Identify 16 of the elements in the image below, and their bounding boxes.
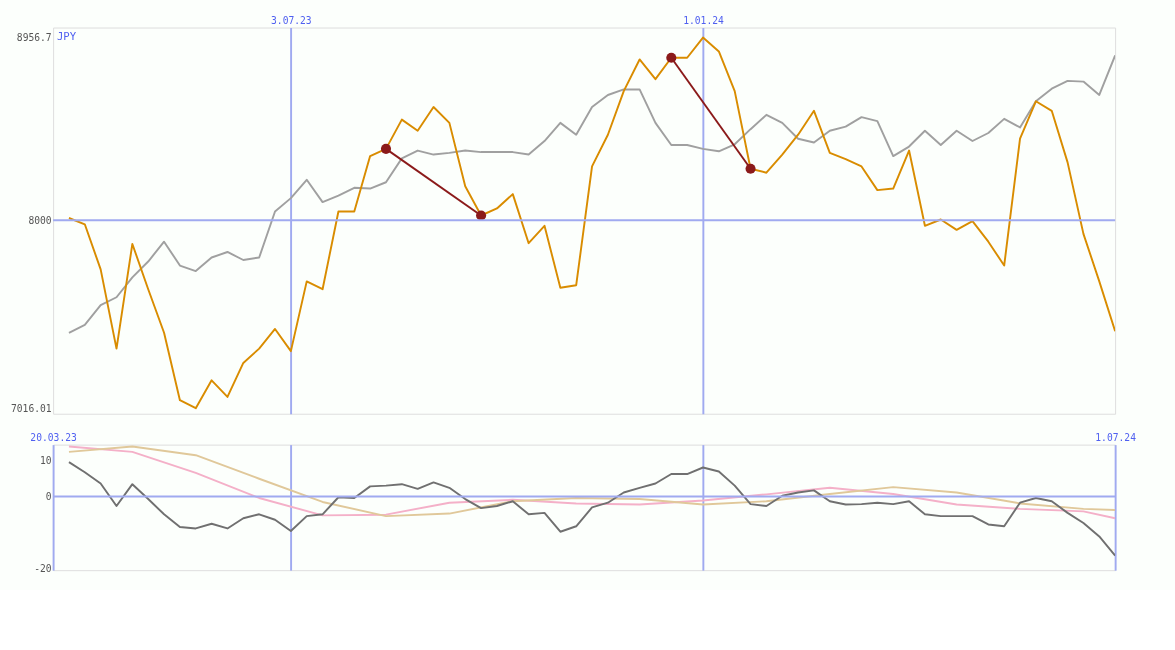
y-tick-label: -20 — [34, 563, 52, 575]
y-tick-label: 7016.01 — [11, 402, 52, 414]
x-tick-label: 20.03.23 — [30, 432, 77, 444]
line-series — [67, 54, 1116, 334]
point — [666, 52, 677, 63]
y-tick-label: 10 — [40, 454, 52, 466]
y-tick-label: 8956.7 — [16, 31, 52, 43]
y-axis-title: JPY — [56, 30, 77, 44]
x-tick-label: 1.01.24 — [683, 15, 724, 27]
y-tick-label: 0 — [45, 490, 52, 502]
line-series — [67, 461, 1116, 557]
y-tick-label: 8000 — [28, 214, 52, 226]
x-tick-label: 3.07.23 — [271, 15, 312, 27]
point — [380, 143, 392, 154]
point — [745, 163, 756, 174]
x-tick-label: 1.07.24 — [1095, 432, 1137, 444]
